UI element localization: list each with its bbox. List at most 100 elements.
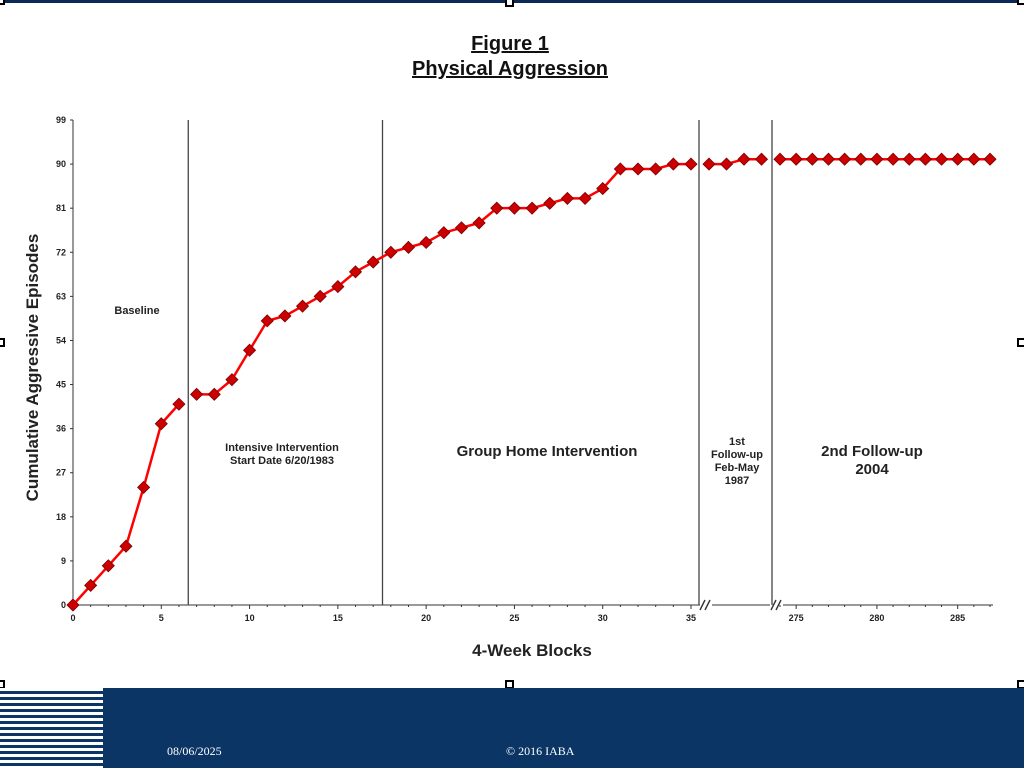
series-line [72, 403, 180, 606]
y-axis-title: Cumulative Aggressive Episodes [23, 234, 42, 502]
x-tick-label: 280 [869, 613, 884, 623]
x-tick-label: 275 [789, 613, 804, 623]
data-point-marker [702, 157, 716, 171]
data-point-marker [684, 157, 698, 171]
x-axis-break-2 [775, 599, 782, 611]
y-tick-label: 27 [56, 468, 66, 478]
data-point-marker [951, 152, 965, 166]
data-point-marker [313, 289, 327, 303]
figure-title-block: Figure 1 Physical Aggression [300, 32, 720, 82]
data-point-marker [119, 539, 133, 553]
data-point-marker [419, 235, 433, 250]
footer-date: 08/06/2025 [167, 744, 222, 758]
footer-stripes [0, 688, 103, 768]
x-tick-label: 10 [245, 613, 255, 623]
y-tick-label: 36 [56, 424, 66, 434]
data-point-marker [172, 397, 186, 411]
x-tick-label: 0 [70, 613, 75, 623]
data-point-marker [66, 598, 80, 612]
data-point-marker [295, 299, 310, 313]
figure-title: Figure 1 [471, 33, 549, 55]
phase-label: Group Home Intervention [457, 443, 638, 460]
data-point-marker [207, 387, 221, 401]
data-point-marker [967, 152, 981, 166]
data-point-marker [737, 152, 751, 166]
y-tick-label: 45 [56, 380, 66, 390]
phase-label: 1987 [725, 475, 749, 487]
data-point-marker [525, 201, 539, 215]
data-point-marker [260, 314, 274, 328]
x-axis-break-1 [699, 599, 706, 611]
data-point-marker [789, 152, 803, 166]
data-point-marker [821, 152, 836, 166]
data-point-marker [754, 152, 769, 166]
data-point-marker [437, 226, 451, 240]
data-point-marker [137, 480, 151, 494]
data-point-marker [934, 152, 949, 166]
data-point-marker [902, 152, 916, 166]
series-line [196, 162, 691, 396]
data-point-marker [84, 578, 98, 592]
x-tick-label: 30 [598, 613, 608, 623]
resize-handle-top-right[interactable] [1017, 0, 1024, 5]
x-tick-label: 285 [950, 613, 965, 623]
y-tick-label: 18 [56, 512, 66, 522]
x-tick-label: 15 [333, 613, 343, 623]
data-point-marker [366, 255, 380, 269]
resize-handle-top-left[interactable] [0, 0, 5, 5]
data-point-marker [190, 387, 204, 401]
phase-label: 1st [729, 436, 745, 448]
data-point-marker [154, 417, 168, 431]
phase-label: Feb-May [715, 462, 761, 474]
resize-handle-middle-left[interactable] [0, 338, 5, 347]
data-point-marker [773, 152, 787, 166]
resize-handle-middle-right[interactable] [1017, 338, 1024, 347]
slide-footer: 08/06/2025 © 2016 IABA [0, 688, 1024, 768]
phase-label: Follow-up [711, 449, 763, 461]
data-point-marker [384, 245, 398, 259]
data-point-marker [854, 152, 868, 166]
data-point-marker [243, 343, 257, 357]
series-line [709, 157, 762, 166]
data-point-marker [666, 157, 680, 171]
data-point-marker [631, 162, 645, 176]
data-point-marker [543, 196, 557, 210]
data-point-marker [719, 157, 734, 171]
phase-label: Intensive Intervention [225, 442, 339, 454]
y-tick-label: 0 [61, 600, 66, 610]
x-tick-label: 20 [421, 613, 431, 623]
phase-label: 2nd Follow-up [821, 443, 923, 460]
data-point-marker [578, 191, 592, 205]
data-point-marker [918, 152, 932, 166]
data-point-marker [507, 201, 521, 215]
data-point-marker [278, 309, 292, 323]
y-tick-label: 63 [56, 291, 66, 301]
y-tick-label: 99 [56, 115, 66, 125]
data-point-marker [454, 221, 469, 235]
data-point-marker [560, 191, 574, 205]
footer-copyright: © 2016 IABA [506, 744, 575, 758]
data-point-marker [805, 152, 819, 166]
data-point-marker [838, 152, 852, 166]
data-point-marker [401, 240, 416, 254]
x-tick-label: 35 [686, 613, 696, 623]
data-point-marker [596, 182, 610, 196]
data-point-marker [613, 162, 627, 176]
figure-subtitle: Physical Aggression [412, 58, 608, 80]
cumulative-aggression-chart: 0 9 18 27 36 45 54 63 72 81 90 99 Cumulative Aggress… [23, 115, 997, 660]
data-point-marker [490, 201, 504, 215]
x-axis-title: 4-Week Blocks [472, 641, 592, 660]
data-point-marker [348, 265, 363, 279]
x-axis-break-1 [704, 599, 711, 611]
x-tick-label: 25 [509, 613, 519, 623]
data-point-marker [983, 152, 997, 166]
data-point-marker [225, 373, 239, 387]
y-tick-label: 9 [61, 556, 66, 566]
y-tick-label: 72 [56, 247, 66, 257]
phase-label: Start Date 6/20/1983 [230, 455, 334, 467]
x-axis-break-2 [770, 599, 777, 611]
resize-handle-top-center[interactable] [505, 0, 514, 7]
data-point-marker [870, 152, 884, 166]
x-tick-label: 5 [159, 613, 164, 623]
phase-label: 2004 [855, 461, 889, 478]
